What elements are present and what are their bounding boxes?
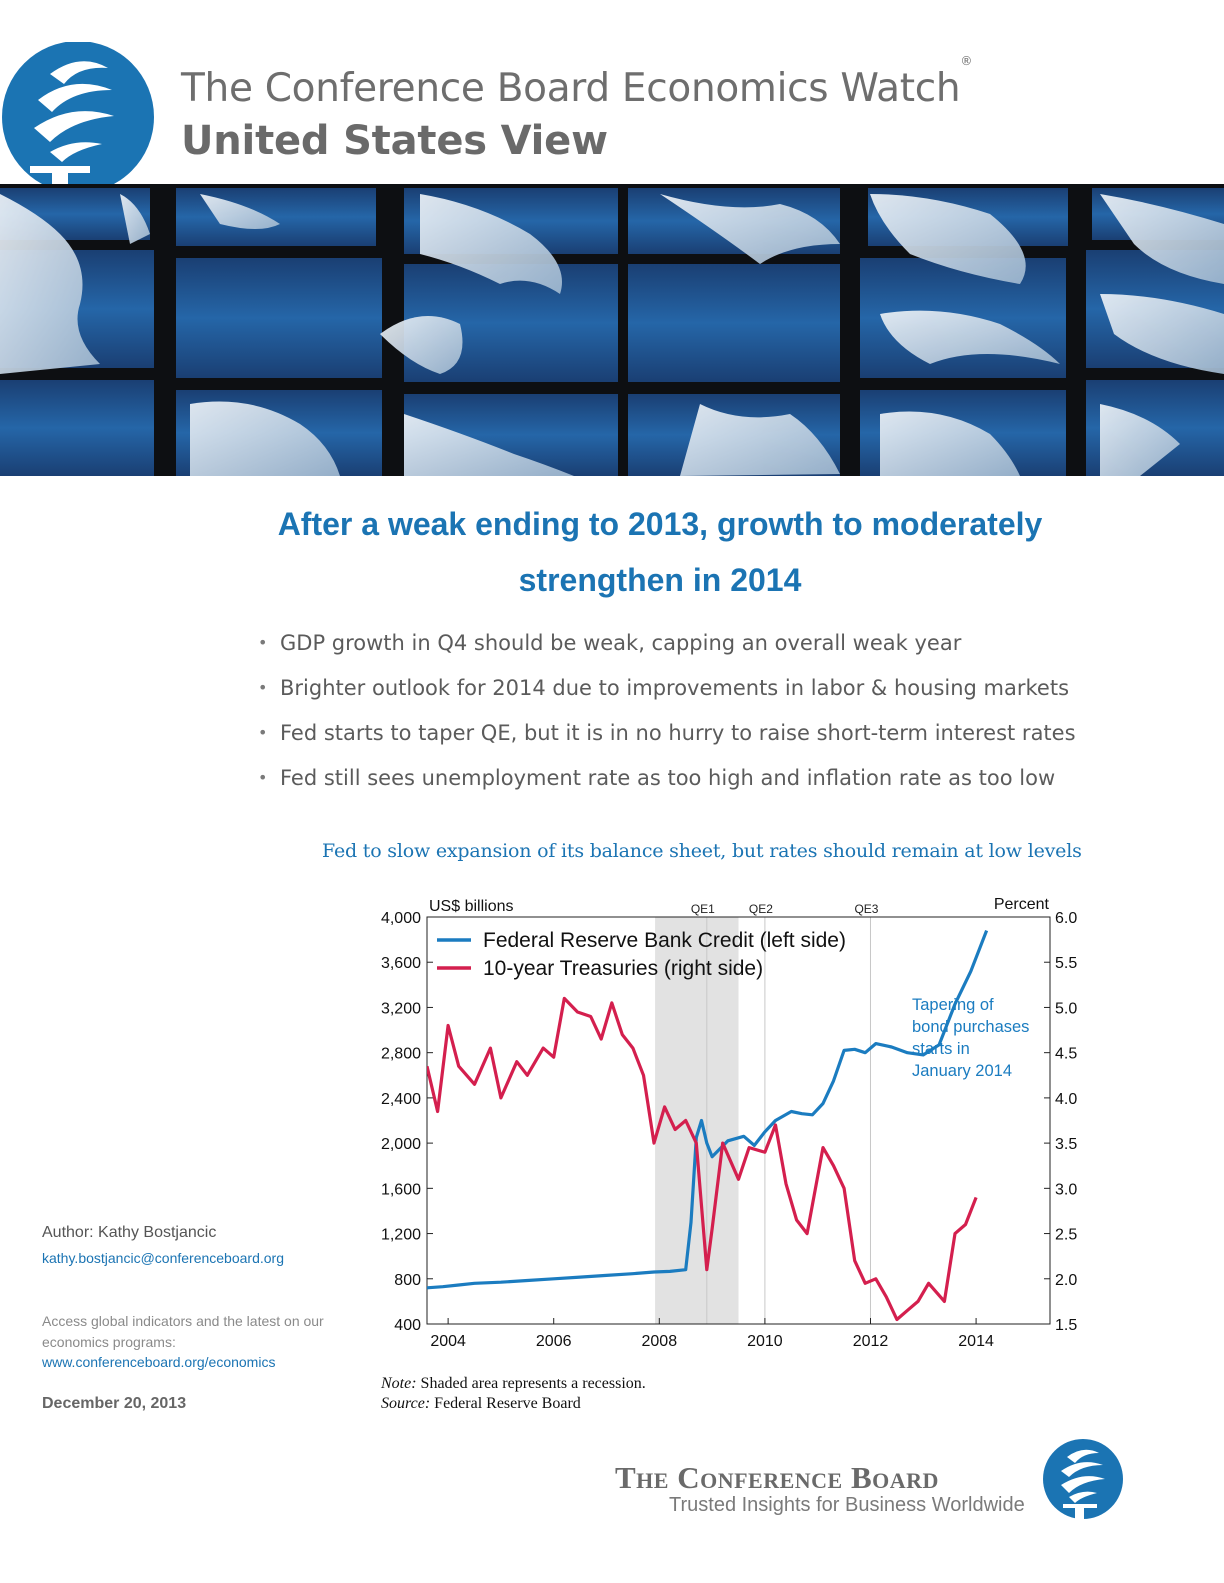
reserve-credit-series-line (427, 930, 989, 1290)
event-label: QE3 (854, 902, 878, 916)
right-tick-label: 2.0 (1055, 1272, 1077, 1289)
right-tick-label: 5.5 (1055, 955, 1077, 972)
author-email-link[interactable]: kathy.bostjancic@conferenceboard.org (42, 1250, 284, 1266)
right-axis-title: Percent (994, 896, 1050, 913)
headline: After a weak ending to 2013, growth to m… (277, 506, 1043, 598)
right-tick-label: 3.0 (1055, 1181, 1077, 1198)
torch-logo-icon (2, 42, 154, 192)
left-tick-label: 2,800 (381, 1046, 421, 1063)
key-point: • Fed starts to taper QE, but it is in no… (258, 721, 1076, 745)
event-label: QE1 (691, 902, 715, 916)
x-tick-label: 2008 (642, 1333, 678, 1350)
right-tick-label: 6.0 (1055, 910, 1077, 927)
x-tick-label: 2006 (536, 1333, 572, 1350)
right-tick-label: 3.5 (1055, 1136, 1077, 1153)
left-tick-label: 3,600 (381, 955, 421, 972)
author-name: Author: Kathy Bostjancic (42, 1224, 217, 1241)
left-tick-label: 1,200 (381, 1227, 421, 1244)
legend-label: Federal Reserve Bank Credit (left side) (483, 929, 846, 952)
key-point: • Brighter outlook for 2014 due to improv… (258, 676, 1070, 700)
left-tick-label: 1,600 (381, 1181, 421, 1198)
x-tick-label: 2012 (853, 1333, 889, 1350)
plot-frame (426, 916, 1051, 1325)
x-tick-label: 2004 (430, 1333, 466, 1350)
torch-logo-icon (1043, 1439, 1123, 1520)
right-tick-label: 1.5 (1055, 1317, 1077, 1334)
access-text: Access global indicators and the latest … (42, 1313, 324, 1350)
key-point: • Fed still sees unemployment rate as too… (258, 766, 1056, 790)
chart-note: Note: Shaded area represents a recession… (381, 1375, 646, 1412)
footer-tagline: Trusted Insights for Business Worldwide (669, 1494, 1025, 1516)
publication-subtitle: United States View (181, 118, 608, 164)
x-tick-label: 2014 (958, 1333, 994, 1350)
left-tick-label: 400 (394, 1317, 421, 1334)
legend-label: 10-year Treasuries (right side) (483, 957, 763, 980)
key-point: • GDP growth in Q4 should be weak, cappin… (258, 631, 962, 655)
treasuries-series-line (427, 996, 978, 1322)
world-map-banner (0, 184, 1224, 476)
economics-website-link[interactable]: www.conferenceboard.org/economics (42, 1354, 276, 1370)
right-tick-label: 2.5 (1055, 1227, 1077, 1244)
event-label: QE2 (749, 902, 773, 916)
right-tick-label: 5.0 (1055, 1000, 1077, 1017)
left-tick-label: 2,400 (381, 1091, 421, 1108)
left-tick-label: 3,200 (381, 1000, 421, 1017)
recession-band (655, 917, 739, 1324)
right-tick-label: 4.5 (1055, 1046, 1077, 1063)
x-tick-label: 2010 (747, 1333, 783, 1350)
left-tick-label: 4,000 (381, 910, 421, 927)
left-axis-title: US$ billions (429, 898, 513, 915)
right-tick-label: 4.0 (1055, 1091, 1077, 1108)
chart-title: Fed to slow expansion of its balance she… (322, 840, 1082, 862)
balance-sheet-chart: QE1 QE2 QE3 400 800 1,200 1,600 2,000 2,400 2,800… (381, 896, 1077, 1350)
publication-title: The Conference Board Economics Watch® (181, 54, 973, 111)
publication-date: December 20, 2013 (42, 1395, 187, 1412)
tapering-annotation: Tapering of bond purchases starts in Januar… (912, 996, 1029, 1080)
key-points-list: • GDP growth in Q4 should be weak, cappin… (258, 630, 1158, 810)
left-tick-label: 800 (394, 1272, 421, 1289)
footer-brand: The Conference Board (615, 1460, 939, 1495)
left-tick-label: 2,000 (381, 1136, 421, 1153)
